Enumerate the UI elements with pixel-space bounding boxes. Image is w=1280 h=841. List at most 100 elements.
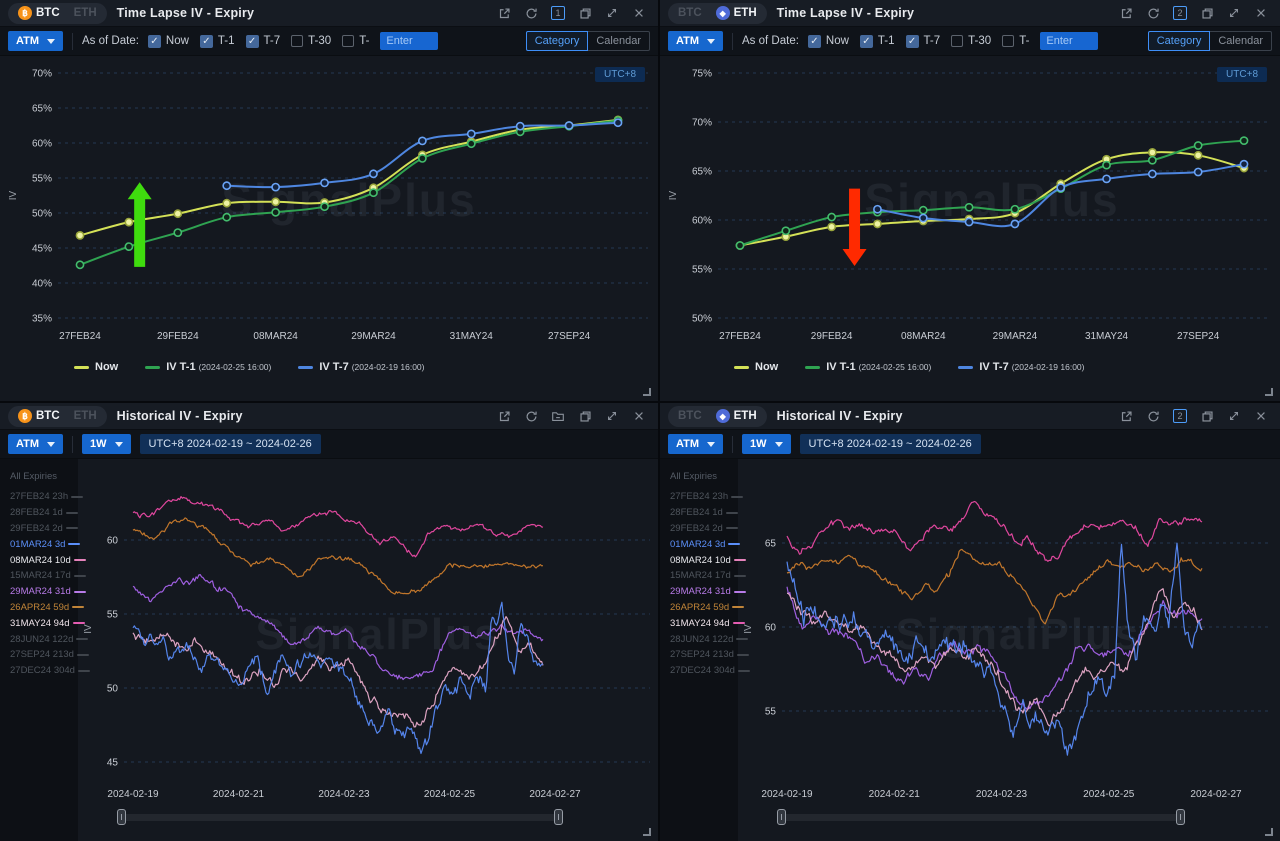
expiry-list-item[interactable]: 27SEP24 213d xyxy=(10,647,70,663)
expiry-list-item[interactable]: 27FEB24 23h xyxy=(670,489,730,505)
expiry-list-item[interactable]: 15MAR24 17d xyxy=(670,568,730,584)
coin-eth[interactable]: ◆ ETH xyxy=(709,409,764,423)
checkbox-t-30[interactable]: T-30 xyxy=(291,35,331,47)
atm-select[interactable]: ATM xyxy=(8,31,63,51)
checkbox-t-7[interactable]: ✓T-7 xyxy=(246,35,281,48)
atm-select[interactable]: ATM xyxy=(668,434,723,454)
resize-handle-icon[interactable] xyxy=(1265,388,1273,396)
expiry-list-item[interactable]: 27DEC24 304d xyxy=(670,663,730,679)
expiry-list-item[interactable]: 15MAR24 17d xyxy=(10,568,70,584)
close-icon[interactable] xyxy=(1254,6,1268,20)
historical-chart-btc[interactable]: 60555045IV2024-02-192024-02-212024-02-23… xyxy=(78,459,658,801)
duplicate-icon[interactable] xyxy=(1200,409,1214,423)
resize-handle-icon[interactable] xyxy=(1265,828,1273,836)
external-link-icon[interactable] xyxy=(1119,409,1133,423)
legend-item-iv-t-7[interactable]: IV T-7(2024-02-19 16:00) xyxy=(958,361,1084,373)
btc-historical-svg[interactable]: 60555045IV2024-02-192024-02-212024-02-23… xyxy=(78,459,658,801)
checkbox-unchecked-icon[interactable] xyxy=(342,35,354,47)
expiry-list-item[interactable]: 28JUN24 122d xyxy=(10,631,70,647)
coin-btc[interactable]: BTC xyxy=(671,7,709,19)
expiry-list-item[interactable]: 01MAR24 3d xyxy=(670,536,730,552)
expand-icon[interactable] xyxy=(605,6,619,20)
legend-item-iv-t-1[interactable]: IV T-1(2024-02-25 16:00) xyxy=(145,361,271,373)
expiry-list-item[interactable]: 01MAR24 3d xyxy=(10,536,70,552)
close-icon[interactable] xyxy=(632,409,646,423)
expiry-list-item[interactable]: 31MAY24 94d xyxy=(670,615,730,631)
expiry-list-item[interactable]: 28JUN24 122d xyxy=(670,631,730,647)
expand-icon[interactable] xyxy=(605,409,619,423)
expiry-list-item[interactable]: 29MAR24 31d xyxy=(670,584,730,600)
checkbox-t-1[interactable]: ✓T-1 xyxy=(200,35,235,48)
external-link-icon[interactable] xyxy=(1119,6,1133,20)
legend-item-now[interactable]: Now xyxy=(74,361,118,373)
eth-time-lapse-svg[interactable]: 75%70%65%60%55%50%IV27FEB2429FEB2408MAR2… xyxy=(660,56,1280,354)
checkbox-checked-icon[interactable]: ✓ xyxy=(906,35,919,48)
checkbox-checked-icon[interactable]: ✓ xyxy=(860,35,873,48)
slider-handle-right[interactable] xyxy=(554,809,563,825)
external-link-icon[interactable] xyxy=(497,409,511,423)
external-link-icon[interactable] xyxy=(497,6,511,20)
period-select[interactable]: 1W xyxy=(82,434,131,454)
expiry-list-item[interactable]: 26APR24 59d xyxy=(670,600,730,616)
slider-handle-right[interactable] xyxy=(1176,809,1185,825)
legend-item-now[interactable]: Now xyxy=(734,361,778,373)
legend-item-iv-t-1[interactable]: IV T-1(2024-02-25 16:00) xyxy=(805,361,931,373)
checkbox-now[interactable]: ✓Now xyxy=(148,35,189,48)
checkbox-unchecked-icon[interactable] xyxy=(1002,35,1014,47)
expiry-list-item[interactable]: 08MAR24 10d xyxy=(10,552,70,568)
expiry-list-item[interactable]: 28FEB24 1d xyxy=(10,505,70,521)
refresh-icon[interactable] xyxy=(524,409,538,423)
checkbox-checked-icon[interactable]: ✓ xyxy=(246,35,259,48)
resize-handle-icon[interactable] xyxy=(643,828,651,836)
checkbox-unchecked-icon[interactable] xyxy=(951,35,963,47)
expiry-list-item[interactable]: 29FEB24 2d xyxy=(10,521,70,537)
folder-icon[interactable] xyxy=(551,409,565,423)
time-lapse-chart-eth[interactable]: UTC+8 75%70%65%60%55%50%IV27FEB2429FEB24… xyxy=(660,56,1280,354)
custom-tenor-input[interactable] xyxy=(380,32,438,50)
legend-item-iv-t-7[interactable]: IV T-7(2024-02-19 16:00) xyxy=(298,361,424,373)
expiry-list-item[interactable]: 27FEB24 23h xyxy=(10,489,70,505)
checkbox-checked-icon[interactable]: ✓ xyxy=(200,35,213,48)
slider-handle-left[interactable] xyxy=(117,809,126,825)
category-button[interactable]: Category xyxy=(1148,31,1211,51)
custom-tenor-input[interactable] xyxy=(1040,32,1098,50)
checkbox-t-[interactable]: T- xyxy=(342,35,369,47)
window-count-badge[interactable]: 2 xyxy=(1173,6,1187,20)
window-count-badge[interactable]: 2 xyxy=(1173,409,1187,423)
duplicate-icon[interactable] xyxy=(1200,6,1214,20)
resize-handle-icon[interactable] xyxy=(643,388,651,396)
expiry-list-item[interactable]: 28FEB24 1d xyxy=(670,505,730,521)
coin-eth[interactable]: ETH xyxy=(67,410,104,422)
coin-eth[interactable]: ◆ ETH xyxy=(709,6,764,20)
checkbox-t-7[interactable]: ✓T-7 xyxy=(906,35,941,48)
refresh-icon[interactable] xyxy=(524,6,538,20)
checkbox-checked-icon[interactable]: ✓ xyxy=(148,35,161,48)
close-icon[interactable] xyxy=(632,6,646,20)
window-count-badge[interactable]: 1 xyxy=(551,6,565,20)
checkbox-unchecked-icon[interactable] xyxy=(291,35,303,47)
close-icon[interactable] xyxy=(1254,409,1268,423)
checkbox-checked-icon[interactable]: ✓ xyxy=(808,35,821,48)
atm-select[interactable]: ATM xyxy=(8,434,63,454)
expand-icon[interactable] xyxy=(1227,409,1241,423)
coin-btc[interactable]: ฿ BTC xyxy=(11,6,67,20)
period-select[interactable]: 1W xyxy=(742,434,791,454)
eth-historical-svg[interactable]: 656055IV2024-02-192024-02-212024-02-2320… xyxy=(738,459,1280,801)
expiry-list-item[interactable]: 08MAR24 10d xyxy=(670,552,730,568)
expiry-list-item[interactable]: 29MAR24 31d xyxy=(10,584,70,600)
checkbox-t-[interactable]: T- xyxy=(1002,35,1029,47)
calendar-button[interactable]: Calendar xyxy=(1210,31,1272,51)
coin-btc[interactable]: ฿ BTC xyxy=(11,409,67,423)
expiry-list-item[interactable]: 27DEC24 304d xyxy=(10,663,70,679)
checkbox-now[interactable]: ✓Now xyxy=(808,35,849,48)
refresh-icon[interactable] xyxy=(1146,409,1160,423)
category-button[interactable]: Category xyxy=(526,31,589,51)
expiry-list-item[interactable]: 26APR24 59d xyxy=(10,600,70,616)
duplicate-icon[interactable] xyxy=(578,6,592,20)
calendar-button[interactable]: Calendar xyxy=(588,31,650,51)
expiry-list-item[interactable]: 27SEP24 213d xyxy=(670,647,730,663)
slider-track[interactable] xyxy=(778,814,1184,821)
duplicate-icon[interactable] xyxy=(578,409,592,423)
atm-select[interactable]: ATM xyxy=(668,31,723,51)
checkbox-t-30[interactable]: T-30 xyxy=(951,35,991,47)
